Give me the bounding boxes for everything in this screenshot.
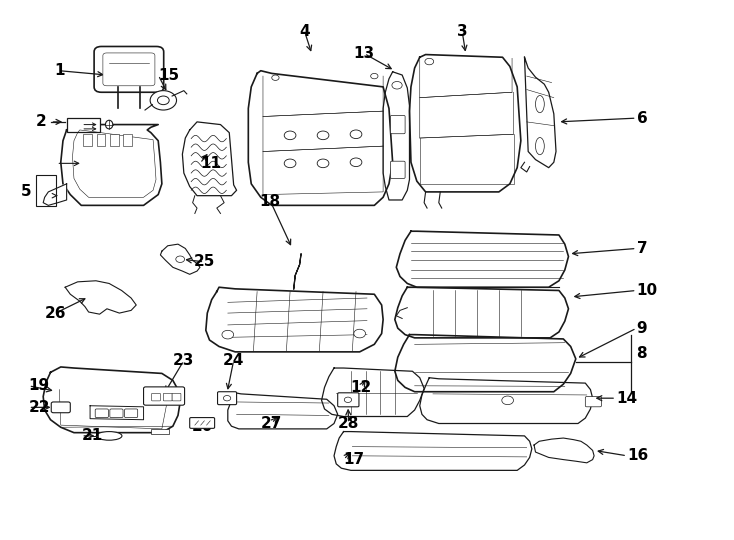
Text: 2: 2 xyxy=(36,114,47,130)
Bar xyxy=(123,134,132,146)
FancyBboxPatch shape xyxy=(390,116,405,134)
Circle shape xyxy=(502,396,514,404)
Text: 15: 15 xyxy=(159,68,179,83)
Circle shape xyxy=(175,256,184,262)
Circle shape xyxy=(344,397,352,402)
Bar xyxy=(110,134,119,146)
FancyBboxPatch shape xyxy=(125,409,138,417)
Text: 21: 21 xyxy=(81,428,103,443)
Bar xyxy=(97,134,106,146)
FancyBboxPatch shape xyxy=(585,396,601,407)
Polygon shape xyxy=(228,393,338,429)
Circle shape xyxy=(284,159,296,167)
Text: 13: 13 xyxy=(354,46,374,61)
Text: 14: 14 xyxy=(616,390,637,406)
Bar xyxy=(84,134,92,146)
Bar xyxy=(151,429,170,434)
FancyBboxPatch shape xyxy=(103,53,155,86)
Circle shape xyxy=(158,96,170,105)
Text: 9: 9 xyxy=(636,321,647,336)
FancyBboxPatch shape xyxy=(152,393,161,401)
Text: 10: 10 xyxy=(636,283,658,298)
Polygon shape xyxy=(61,125,162,205)
Polygon shape xyxy=(395,335,575,392)
Polygon shape xyxy=(525,57,556,167)
Polygon shape xyxy=(206,287,383,352)
FancyBboxPatch shape xyxy=(390,161,405,178)
Polygon shape xyxy=(248,71,393,205)
Circle shape xyxy=(371,73,378,79)
Text: 16: 16 xyxy=(627,448,648,463)
Polygon shape xyxy=(43,184,67,205)
Bar xyxy=(67,118,100,132)
Text: 8: 8 xyxy=(636,346,647,361)
Text: 22: 22 xyxy=(29,400,50,415)
FancyBboxPatch shape xyxy=(110,409,123,417)
Polygon shape xyxy=(410,55,521,192)
Circle shape xyxy=(350,158,362,166)
Text: 24: 24 xyxy=(223,353,244,368)
Circle shape xyxy=(284,131,296,140)
Ellipse shape xyxy=(536,138,545,155)
Text: 11: 11 xyxy=(200,156,221,171)
Polygon shape xyxy=(334,431,532,470)
FancyBboxPatch shape xyxy=(189,417,214,428)
Circle shape xyxy=(272,75,279,80)
FancyBboxPatch shape xyxy=(172,393,181,401)
FancyBboxPatch shape xyxy=(95,409,109,417)
Circle shape xyxy=(150,91,176,110)
Polygon shape xyxy=(396,231,568,287)
Text: 19: 19 xyxy=(29,379,50,393)
Polygon shape xyxy=(65,281,137,314)
Text: 3: 3 xyxy=(457,24,468,39)
Bar xyxy=(36,175,57,206)
FancyBboxPatch shape xyxy=(144,387,184,405)
Circle shape xyxy=(317,159,329,167)
Text: 4: 4 xyxy=(299,24,310,39)
Polygon shape xyxy=(161,244,200,274)
Text: 1: 1 xyxy=(54,63,65,78)
Ellipse shape xyxy=(106,120,113,129)
Polygon shape xyxy=(321,368,424,416)
Text: 23: 23 xyxy=(173,353,195,368)
Text: 12: 12 xyxy=(351,380,371,395)
Polygon shape xyxy=(90,406,144,420)
FancyBboxPatch shape xyxy=(338,393,359,407)
Polygon shape xyxy=(420,377,592,423)
FancyBboxPatch shape xyxy=(94,46,164,92)
Text: 27: 27 xyxy=(261,416,283,431)
Text: 5: 5 xyxy=(21,184,32,199)
Circle shape xyxy=(392,82,402,89)
Circle shape xyxy=(354,329,366,338)
Circle shape xyxy=(425,58,434,65)
Polygon shape xyxy=(43,367,180,433)
Polygon shape xyxy=(534,438,594,463)
Text: 17: 17 xyxy=(344,452,365,467)
Polygon shape xyxy=(182,122,236,195)
Text: 25: 25 xyxy=(194,254,215,269)
Circle shape xyxy=(317,131,329,140)
FancyBboxPatch shape xyxy=(164,393,172,401)
Polygon shape xyxy=(383,72,410,200)
Circle shape xyxy=(222,330,233,339)
Ellipse shape xyxy=(96,431,122,440)
Polygon shape xyxy=(395,287,568,338)
Circle shape xyxy=(350,130,362,139)
Circle shape xyxy=(223,395,230,401)
FancyBboxPatch shape xyxy=(217,392,236,404)
Text: 26: 26 xyxy=(45,306,66,321)
Text: 20: 20 xyxy=(192,418,213,434)
Text: 7: 7 xyxy=(636,241,647,256)
FancyBboxPatch shape xyxy=(51,402,70,413)
Text: 18: 18 xyxy=(260,193,281,208)
Ellipse shape xyxy=(536,96,545,113)
Text: 28: 28 xyxy=(338,416,360,431)
Text: 6: 6 xyxy=(636,111,647,126)
